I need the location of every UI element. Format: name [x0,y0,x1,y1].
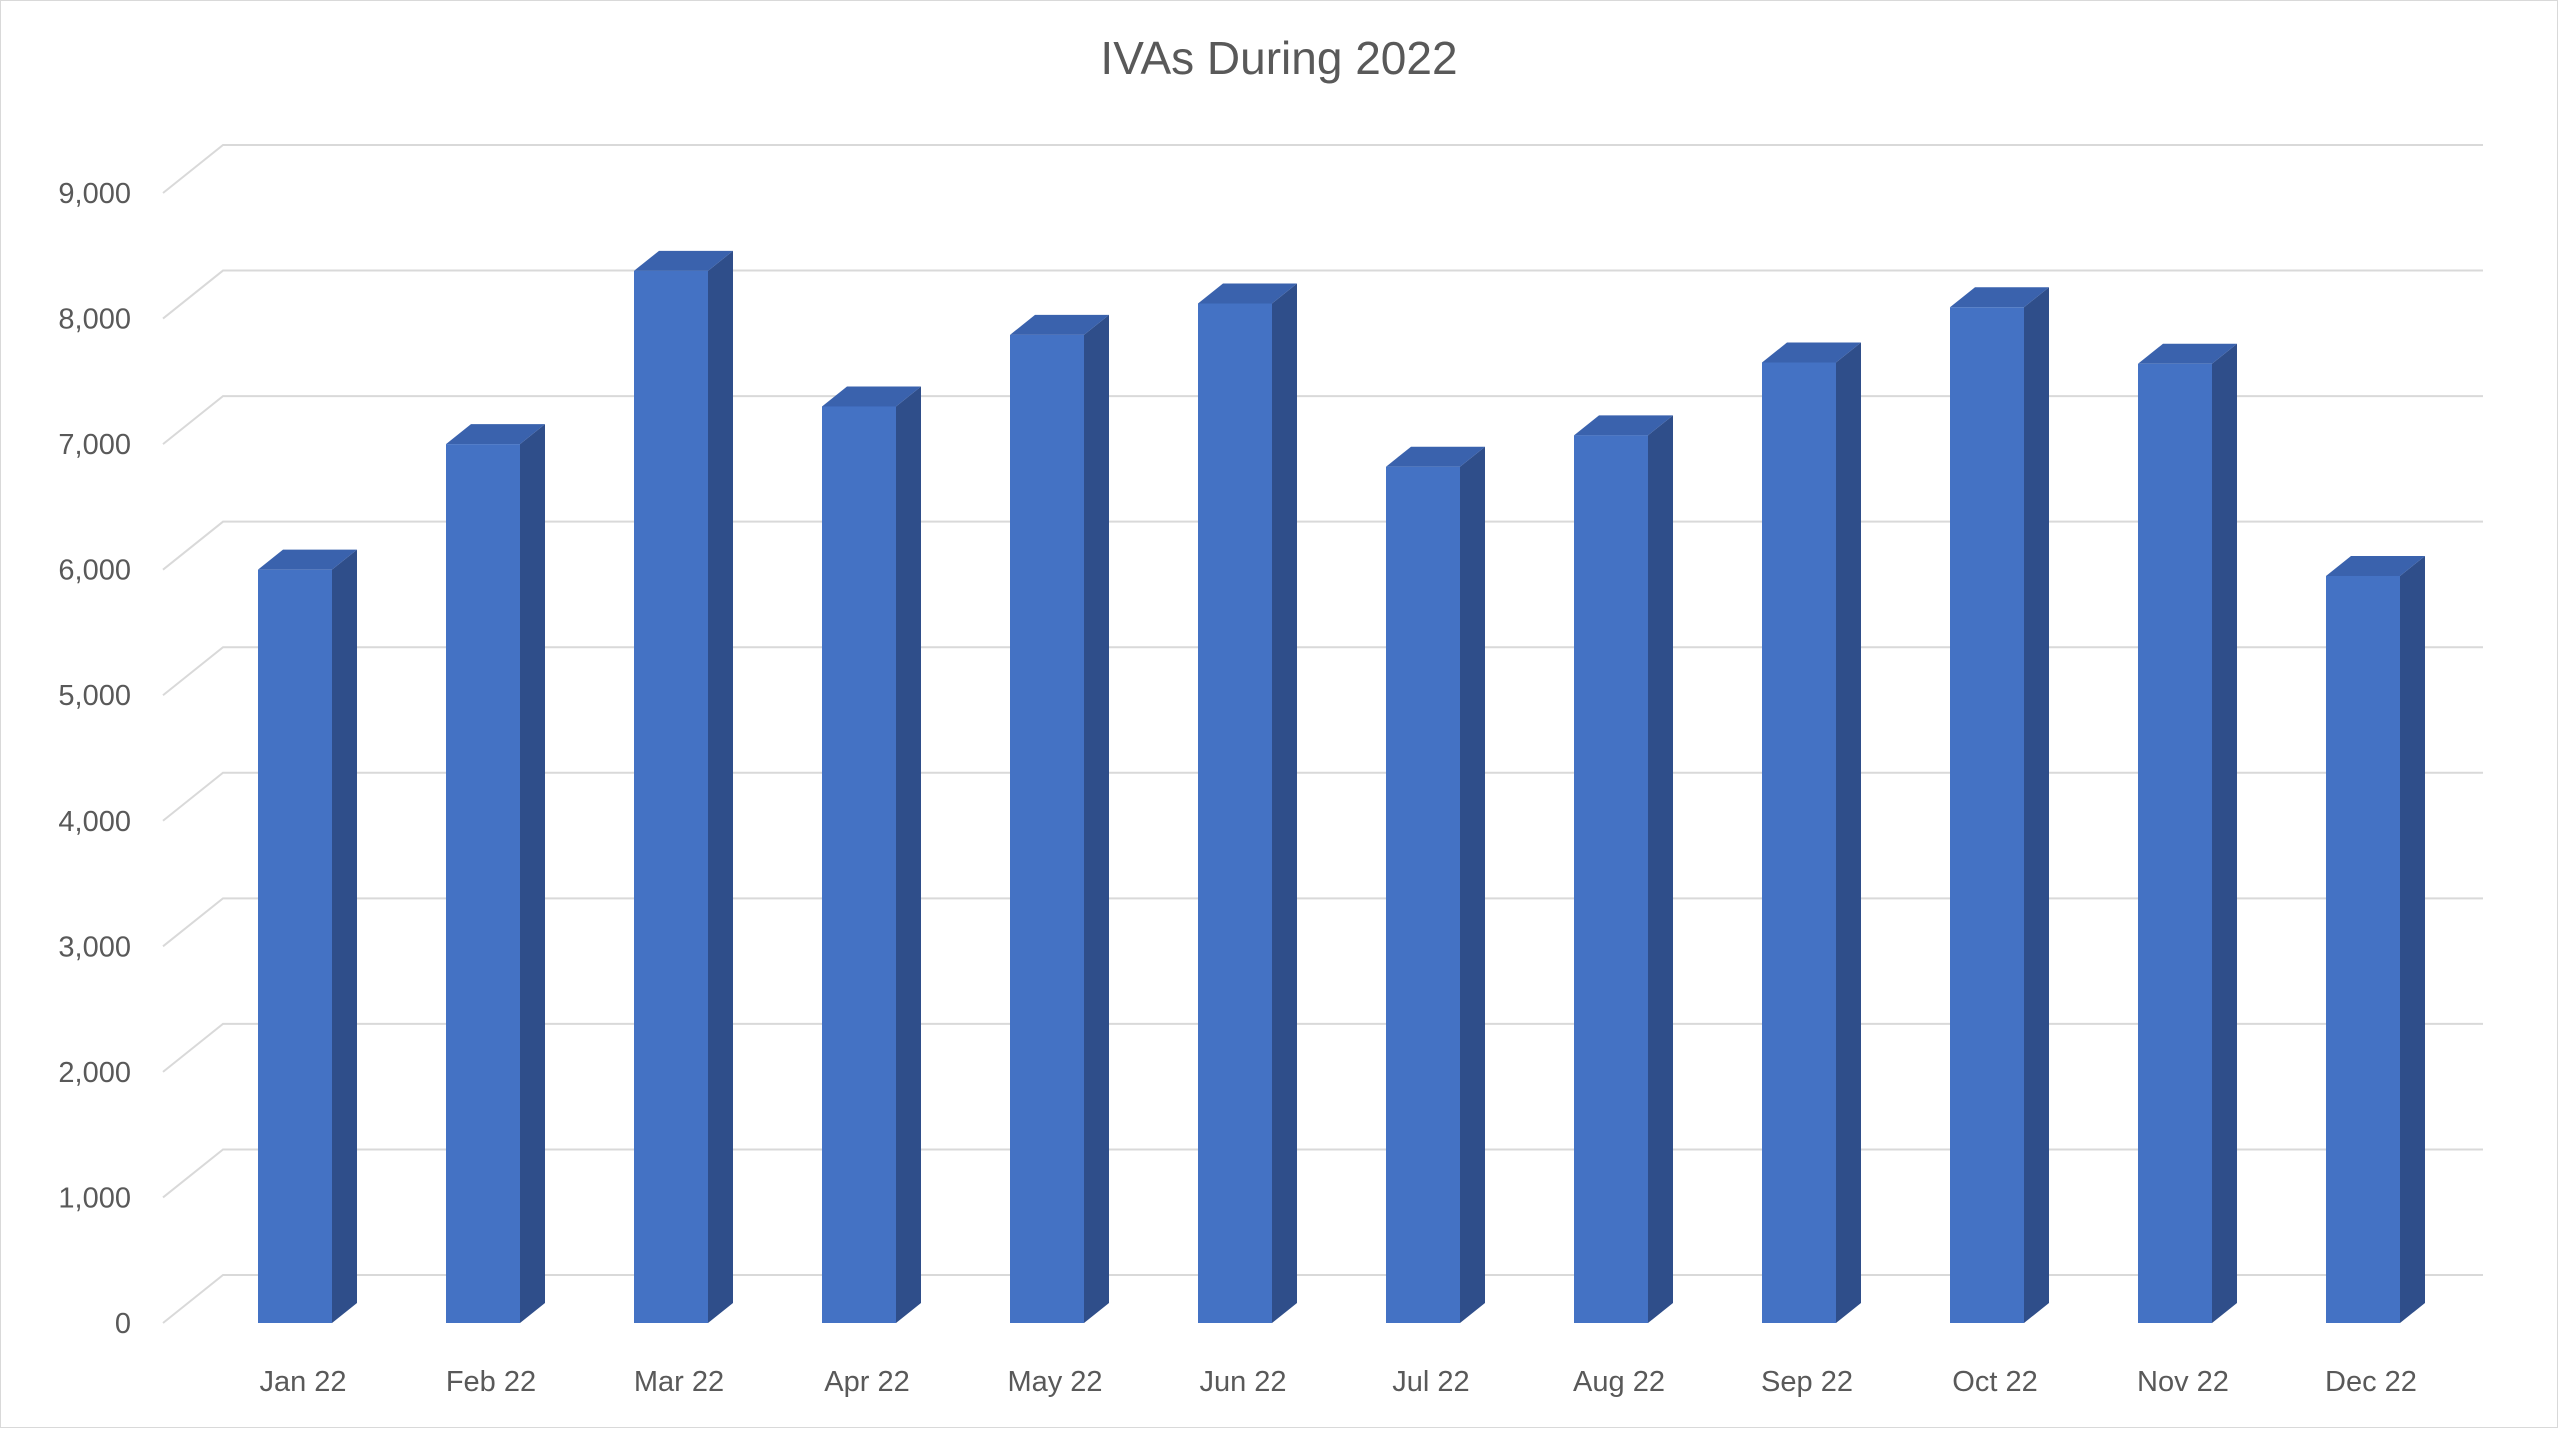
bar-top [634,250,733,271]
bar-front [1386,466,1460,1323]
bar [822,386,921,1323]
bar-front [1574,435,1648,1323]
x-tick-label: Jan 22 [259,1366,346,1398]
bar-front [2326,575,2400,1323]
bar-top [1574,415,1673,436]
x-tick-label: Aug 22 [1573,1366,1665,1398]
bar-front [446,444,520,1324]
bar-side [708,250,733,1323]
bar-front [2138,363,2212,1323]
y-tick-label: 8,000 [58,304,131,336]
bar-front [1198,303,1272,1323]
y-tick-label: 2,000 [58,1057,131,1089]
y-tick-label: 9,000 [58,178,131,210]
bar-side [520,424,545,1324]
y-tick-label: 3,000 [58,931,131,963]
gridline [162,646,2483,697]
x-tick-label: Jul 22 [1392,1366,1469,1398]
bar-top [446,424,545,445]
gridlines [162,144,2483,1324]
bar-top [2326,555,2425,576]
chart-title: IVAs During 2022 [1100,32,1458,84]
bar-top [822,386,921,407]
bar-front [258,569,332,1323]
bar [258,549,357,1323]
y-tick-label: 6,000 [58,555,131,587]
gridline [162,520,2483,571]
bar [2138,343,2237,1323]
gridline [162,1022,2483,1073]
bar-side [2024,287,2049,1323]
gridline [162,269,2483,320]
bar-front [1010,334,1084,1323]
bar [1762,342,1861,1323]
x-tick-label: May 22 [1007,1366,1102,1398]
bar-top [1198,283,1297,304]
x-tick-label: Nov 22 [2137,1366,2229,1398]
x-tick-label: Sep 22 [1761,1366,1853,1398]
y-tick-label: 4,000 [58,806,131,838]
gridline [162,395,2483,445]
x-tick-label: Mar 22 [634,1366,724,1398]
bar [2326,555,2425,1323]
y-tick-label: 5,000 [58,680,131,712]
bar-front [634,270,708,1323]
bar-top [2138,343,2237,364]
bar-front [1762,362,1836,1323]
x-tick-label: Jun 22 [1199,1366,1286,1398]
x-tick-label: Apr 22 [824,1366,909,1398]
bar-top [1762,342,1861,363]
x-tick-label: Oct 22 [1952,1366,2037,1398]
gridline [162,144,2483,194]
bar-front [1950,307,2024,1323]
x-tick-label: Feb 22 [446,1366,536,1398]
bar [1386,446,1485,1323]
bar-top [1010,314,1109,335]
bars [258,250,2425,1324]
bar [1950,287,2049,1323]
y-axis-ticks: 0 1,000 2,000 3,000 4,000 5,000 6,000 7,000 8,00… [58,178,131,1340]
bar [1198,283,1297,1323]
bar [1010,314,1109,1323]
bar-top [1950,287,2049,308]
gridline [162,1274,2483,1324]
y-tick-label: 7,000 [58,429,131,461]
bar-side [896,386,921,1323]
bar-top [1386,446,1485,467]
bar-side [1272,283,1297,1323]
bar-top [258,549,357,570]
bar-side [1648,415,1673,1323]
gridline [162,897,2483,948]
bar [634,250,733,1323]
gridline [162,1148,2483,1199]
bar-side [1084,314,1109,1323]
bar-side [2212,343,2237,1323]
bar [1574,415,1673,1323]
bar-side [1460,446,1485,1323]
bar-side [2400,555,2425,1323]
gridline [162,771,2483,822]
x-tick-label: Dec 22 [2325,1366,2417,1398]
y-tick-label: 1,000 [58,1182,131,1214]
bar [446,424,545,1324]
bar-side [1836,342,1861,1323]
x-axis-ticks: Jan 22 Feb 22 Mar 22 Apr 22 May 22 Jun 22 Jul … [259,1366,2416,1398]
bar-side [332,549,357,1323]
y-tick-label: 0 [115,1308,131,1340]
bar-front [822,406,896,1323]
